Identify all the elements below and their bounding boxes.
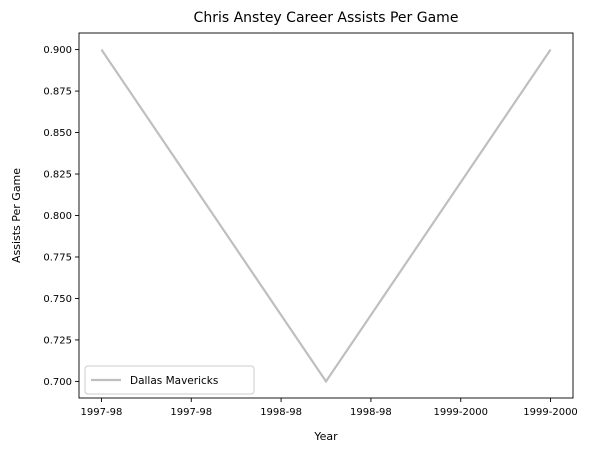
x-tick-label: 1998-98 bbox=[260, 407, 302, 418]
y-tick-label: 0.800 bbox=[43, 211, 72, 222]
chart-title: Chris Anstey Career Assists Per Game bbox=[194, 10, 459, 26]
y-tick-label: 0.825 bbox=[43, 170, 72, 181]
y-axis: 0.700 0.725 0.750 0.775 0.800 0.825 0.850 0.875… bbox=[43, 45, 79, 388]
series-layer bbox=[100, 48, 552, 384]
x-tick-label: 1997-98 bbox=[170, 407, 212, 418]
x-axis-label: Year bbox=[313, 430, 338, 443]
y-tick-label: 0.700 bbox=[43, 377, 72, 388]
x-tick-label: 1999-2000 bbox=[433, 407, 488, 418]
y-axis-label: Assists Per Game bbox=[10, 168, 23, 263]
y-tick-label: 0.775 bbox=[43, 253, 72, 264]
legend-entry-dallas-mavericks: Dallas Mavericks bbox=[130, 375, 218, 387]
y-tick-label: 0.875 bbox=[43, 87, 72, 98]
plot-area-frame bbox=[78, 32, 574, 399]
y-tick-label: 0.900 bbox=[43, 45, 72, 56]
series-line-dallas-mavericks bbox=[100, 48, 552, 384]
x-tick-label: 1997-98 bbox=[81, 407, 123, 418]
x-tick-label: 1999-2000 bbox=[523, 407, 578, 418]
legend: Dallas Mavericks bbox=[84, 365, 255, 395]
legend-box bbox=[84, 365, 255, 395]
x-axis: 1997-98 1997-98 1998-98 1998-98 1999-2000 199… bbox=[81, 398, 578, 418]
y-tick-label: 0.750 bbox=[43, 294, 72, 305]
x-tick-label: 1998-98 bbox=[350, 407, 392, 418]
y-tick-label: 0.850 bbox=[43, 128, 72, 139]
y-tick-label: 0.725 bbox=[43, 336, 72, 347]
